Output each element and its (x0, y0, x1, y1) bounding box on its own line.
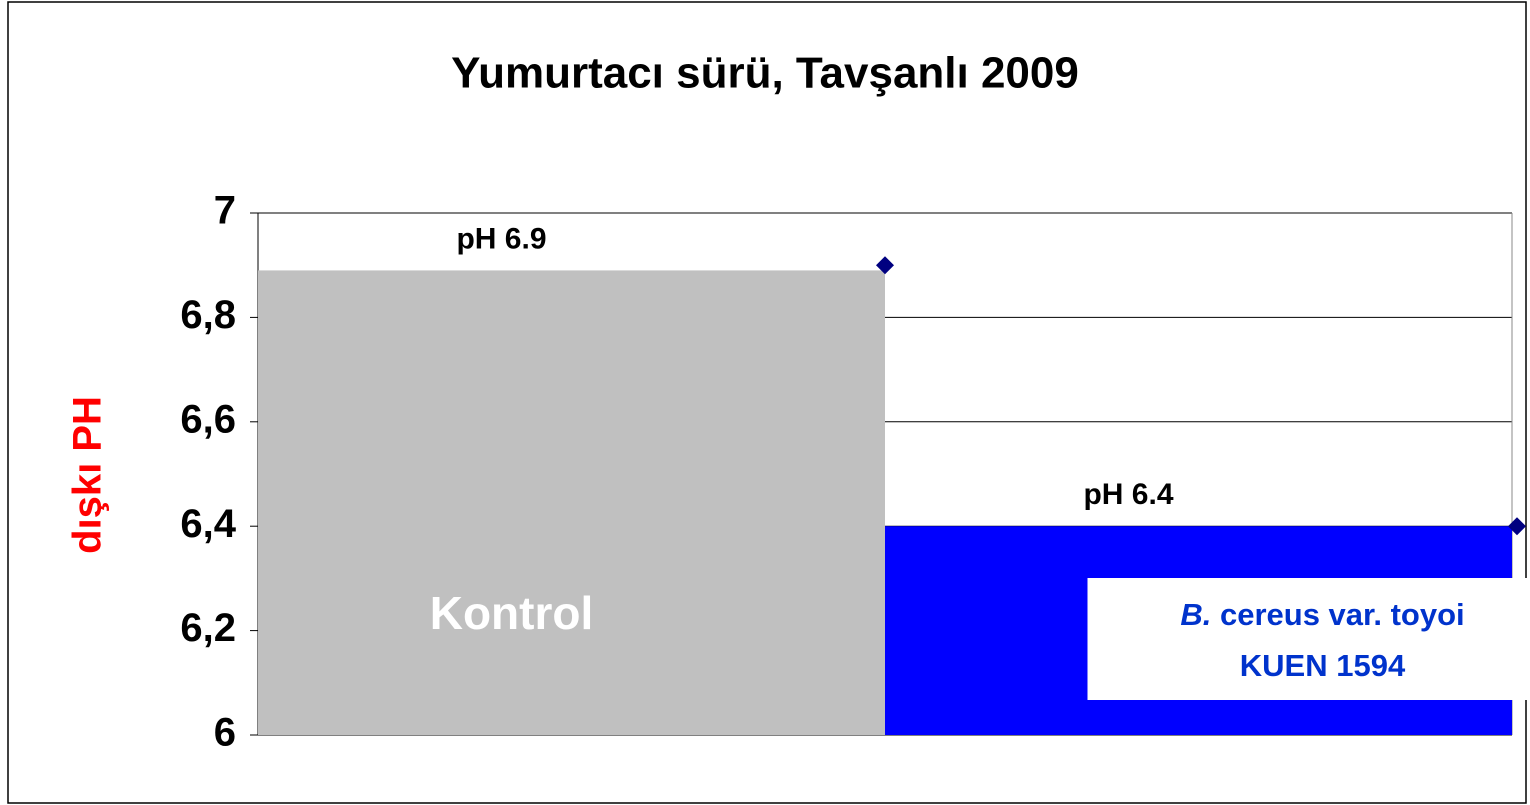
y-tick-label: 6,2 (180, 606, 236, 650)
chart-title: Yumurtacı sürü, Tavşanlı 2009 (451, 49, 1079, 98)
y-tick-label: 6,4 (180, 502, 236, 546)
category-label-line2: KUEN 1594 (1240, 648, 1406, 683)
marker (1508, 517, 1526, 536)
category-label-text: cereus var. toyoi (1220, 597, 1465, 632)
y-tick-label: 6 (214, 711, 236, 755)
data-label: pH 6.4 (1083, 478, 1173, 511)
y-tick-label: 7 (214, 189, 236, 233)
category-label-italic: B. (1180, 597, 1211, 632)
bar (258, 270, 885, 735)
y-tick-label: 6,8 (180, 293, 236, 337)
category-label: Kontrol (430, 587, 594, 639)
marker (876, 256, 894, 275)
label-box (1087, 578, 1530, 700)
y-tick-label: 6,6 (180, 397, 236, 441)
data-label: pH 6.9 (456, 222, 546, 255)
category-label: B. cereus var. toyoi (1180, 597, 1464, 632)
y-axis-label: dışkı PH (66, 396, 110, 554)
